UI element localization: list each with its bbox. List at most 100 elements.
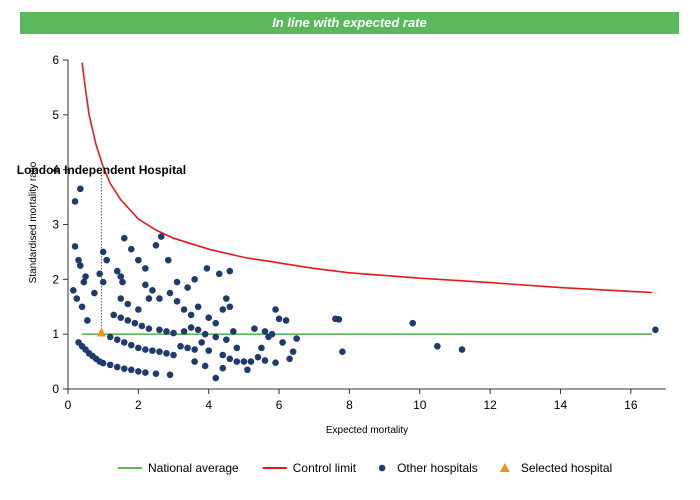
hospital-point <box>156 295 163 302</box>
hospital-point <box>152 242 160 249</box>
hospital-point <box>268 330 276 338</box>
hospital-point <box>80 278 88 286</box>
control-limit-line <box>81 62 652 294</box>
hospital-point <box>128 341 135 349</box>
y-tick-label: 4 <box>52 163 59 177</box>
y-tick-label: 3 <box>52 218 59 232</box>
hospital-point <box>180 328 188 335</box>
hospital-point <box>173 297 181 305</box>
x-tick-label: 4 <box>205 398 212 412</box>
hospital-point <box>77 185 84 193</box>
hospital-point <box>275 315 283 323</box>
hospital-point <box>251 325 258 332</box>
hospital-point <box>194 326 202 334</box>
hospital-point <box>203 265 211 272</box>
x-tick-label: 2 <box>135 398 142 412</box>
hospital-point <box>272 359 279 366</box>
hospital-point <box>135 306 142 313</box>
x-axis-title: Expected mortality <box>326 425 408 436</box>
hospital-point <box>258 344 265 352</box>
hospital-point <box>205 314 213 322</box>
hospital-point <box>261 357 269 364</box>
hospital-point <box>254 353 262 361</box>
hospital-point <box>286 355 293 363</box>
hospital-point <box>117 273 125 280</box>
hospital-point <box>120 365 128 373</box>
legend-other-hospitals-label: Other hospitals <box>397 461 478 475</box>
legend-selected-hospital-label: Selected hospital <box>521 461 612 475</box>
hospital-point <box>145 295 153 302</box>
hospital-point <box>261 328 269 335</box>
hospital-point <box>272 306 279 313</box>
selected-hospital-marker <box>96 327 106 337</box>
hospital-point <box>170 351 177 359</box>
hospital-point <box>233 358 241 365</box>
hospital-point <box>145 325 153 332</box>
hospital-point <box>106 333 114 341</box>
hospital-point <box>110 311 118 319</box>
hospital-point <box>142 369 149 376</box>
hospital-point <box>128 366 135 374</box>
hospital-point <box>128 245 135 253</box>
legend-control-limit-label: Control limit <box>293 461 357 475</box>
hospital-point <box>106 361 114 369</box>
hospital-point <box>293 335 300 342</box>
hospital-point <box>69 287 77 294</box>
hospital-point <box>233 344 241 352</box>
hospital-point <box>135 256 142 264</box>
hospital-point <box>215 270 223 278</box>
hospital-point <box>156 348 163 356</box>
x-tick-label: 16 <box>624 398 638 412</box>
hospital-point <box>166 289 174 297</box>
hospital-point <box>113 363 121 371</box>
y-tick-label: 0 <box>52 382 59 396</box>
hospital-point <box>180 306 188 313</box>
hospital-point <box>170 329 177 337</box>
hospital-point <box>142 265 149 272</box>
hospital-point <box>409 319 417 327</box>
hospital-point <box>247 358 255 365</box>
hospital-point <box>222 295 230 302</box>
hospital-point <box>156 326 163 334</box>
hospital-point <box>71 198 79 205</box>
hospital-point <box>142 281 149 289</box>
hospital-point <box>212 374 220 382</box>
hospital-point <box>135 344 142 352</box>
hospital-point <box>120 339 128 346</box>
legend-other-hospitals-swatch <box>378 464 386 472</box>
hospital-point <box>113 336 121 343</box>
hospital-point <box>75 256 82 264</box>
hospital-point <box>222 336 230 343</box>
hospital-point <box>184 284 191 291</box>
hospital-point <box>191 276 198 283</box>
hospital-point <box>119 278 126 286</box>
y-tick-label: 6 <box>52 53 59 67</box>
status-banner: In line with expected rate <box>20 12 679 34</box>
hospital-point <box>335 316 343 323</box>
hospital-point <box>219 351 227 359</box>
hospital-point <box>177 342 184 350</box>
hospital-point <box>458 346 466 353</box>
hospital-point <box>184 344 191 352</box>
hospital-point <box>84 317 91 324</box>
hospital-point <box>226 303 234 311</box>
hospital-point <box>131 319 139 327</box>
hospital-point <box>82 273 89 280</box>
hospital-point <box>124 300 132 308</box>
hospital-point <box>149 347 156 354</box>
hospital-point <box>91 289 98 297</box>
hospital-point <box>201 330 209 338</box>
hospital-point <box>198 339 205 346</box>
hospital-point <box>96 270 103 278</box>
hospital-point <box>164 256 172 264</box>
x-tick-label: 12 <box>483 398 497 412</box>
hospital-point <box>191 358 198 365</box>
hospital-point <box>173 278 181 286</box>
hospital-point <box>282 317 290 324</box>
y-tick-label: 1 <box>52 327 59 341</box>
hospital-point <box>279 339 286 346</box>
y-tick-label: 2 <box>52 272 59 286</box>
hospital-point <box>73 295 81 302</box>
hospital-point <box>117 314 125 322</box>
